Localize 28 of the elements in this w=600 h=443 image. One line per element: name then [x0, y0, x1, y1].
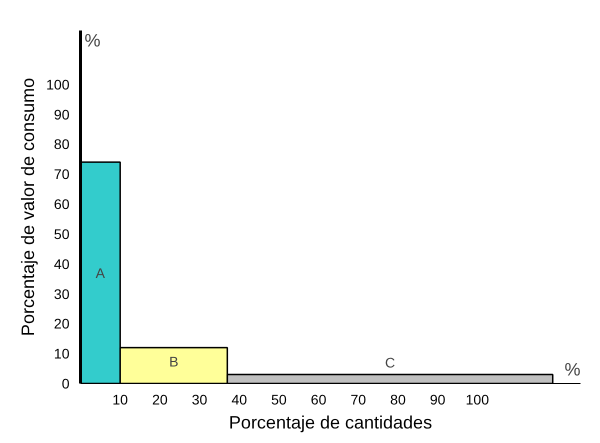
- x-tick-label: 80: [390, 392, 406, 408]
- y-axis-title: Porcentaje de valor de consumo: [18, 78, 38, 336]
- annotation: A: [96, 264, 106, 281]
- annotation: %: [84, 30, 101, 50]
- x-tick-label: 70: [350, 392, 366, 408]
- annotation: %: [564, 360, 581, 380]
- x-tick-label: 30: [192, 392, 208, 408]
- y-tick-label: 80: [54, 136, 70, 152]
- y-tick-label: 100: [46, 76, 70, 92]
- x-tick-label: 20: [152, 392, 168, 408]
- y-tick-label: 20: [54, 316, 70, 332]
- x-tick-label: 10: [112, 392, 128, 408]
- y-tick-label: 10: [54, 346, 70, 362]
- annotation: B: [169, 354, 178, 370]
- y-tick-label: 30: [54, 286, 70, 302]
- x-axis-title: Porcentaje de cantidades: [228, 412, 432, 432]
- x-tick-label: 100: [466, 392, 490, 408]
- y-tick-label: 50: [54, 226, 70, 242]
- x-tick-label: 60: [310, 392, 327, 408]
- x-tick-label: 90: [430, 392, 446, 408]
- y-tick-label: 70: [54, 166, 70, 182]
- annotation: C: [384, 354, 396, 371]
- x-tick-label: 40: [231, 392, 248, 408]
- y-tick-label: 0: [62, 376, 70, 392]
- y-tick-label: 60: [54, 196, 70, 212]
- y-tick-label: 90: [54, 106, 70, 122]
- y-tick-label: 40: [54, 256, 70, 272]
- x-tick-label: 50: [271, 392, 287, 408]
